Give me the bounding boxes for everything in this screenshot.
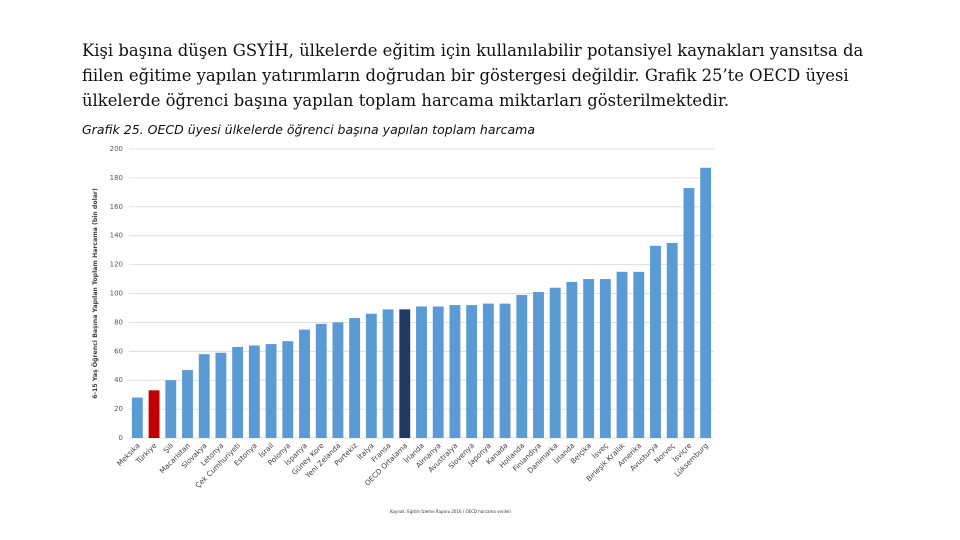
- bar: [700, 167, 712, 438]
- bar: [516, 294, 528, 438]
- bar: [466, 305, 478, 438]
- y-tick-label: 160: [110, 203, 123, 211]
- bar: [416, 306, 427, 438]
- bar: [566, 281, 578, 438]
- bar: [248, 345, 260, 438]
- bar: [232, 346, 244, 438]
- chart-title: Grafik 25. OECD üyesi ülkelerde öğrenci …: [82, 122, 536, 137]
- y-tick-label: 100: [110, 290, 123, 298]
- bar: [650, 245, 661, 438]
- intro-paragraph: Kişi başına düşen GSYİH, ülkelerde eğiti…: [82, 38, 882, 113]
- bar: [399, 309, 411, 438]
- y-axis-label: 6-15 Yaş Öğrenci Başına Yapılan Toplam H…: [90, 188, 99, 399]
- bar: [533, 292, 544, 438]
- bar: [432, 306, 444, 438]
- y-tick-label: 40: [114, 376, 123, 384]
- bar: [482, 303, 494, 438]
- y-tick-label: 20: [114, 405, 123, 413]
- bar: [349, 318, 361, 438]
- bar: [165, 380, 177, 438]
- bar: [449, 305, 461, 438]
- bar: [332, 322, 344, 438]
- y-tick-label: 60: [114, 347, 123, 355]
- bar: [583, 279, 595, 438]
- bar: [666, 242, 678, 438]
- bar: [215, 352, 227, 438]
- y-tick-label: 120: [110, 261, 123, 269]
- chart-source: Kaynak: Eğitim İzleme Raporu 2016 / OECD…: [390, 509, 511, 514]
- bar: [282, 341, 294, 438]
- y-tick-label: 0: [119, 434, 123, 442]
- bar: [549, 287, 561, 438]
- bar: [365, 313, 377, 438]
- y-tick-label: 80: [114, 318, 123, 326]
- bar: [599, 279, 611, 438]
- bar: [683, 188, 695, 438]
- y-tick-label: 200: [110, 145, 123, 153]
- y-tick-label: 140: [110, 232, 123, 240]
- y-tick-label: 180: [110, 174, 123, 182]
- bar: [499, 303, 511, 438]
- bar: [131, 397, 143, 438]
- bar: [315, 323, 327, 438]
- bar: [616, 271, 628, 438]
- intro-text: Kişi başına düşen GSYİH, ülkelerde eğiti…: [82, 41, 864, 110]
- bar: [299, 329, 310, 438]
- bar: [382, 309, 394, 438]
- bar: [182, 370, 193, 438]
- bar: [265, 344, 277, 438]
- bar: [148, 390, 160, 438]
- bar: [633, 271, 645, 438]
- bar: [198, 354, 210, 438]
